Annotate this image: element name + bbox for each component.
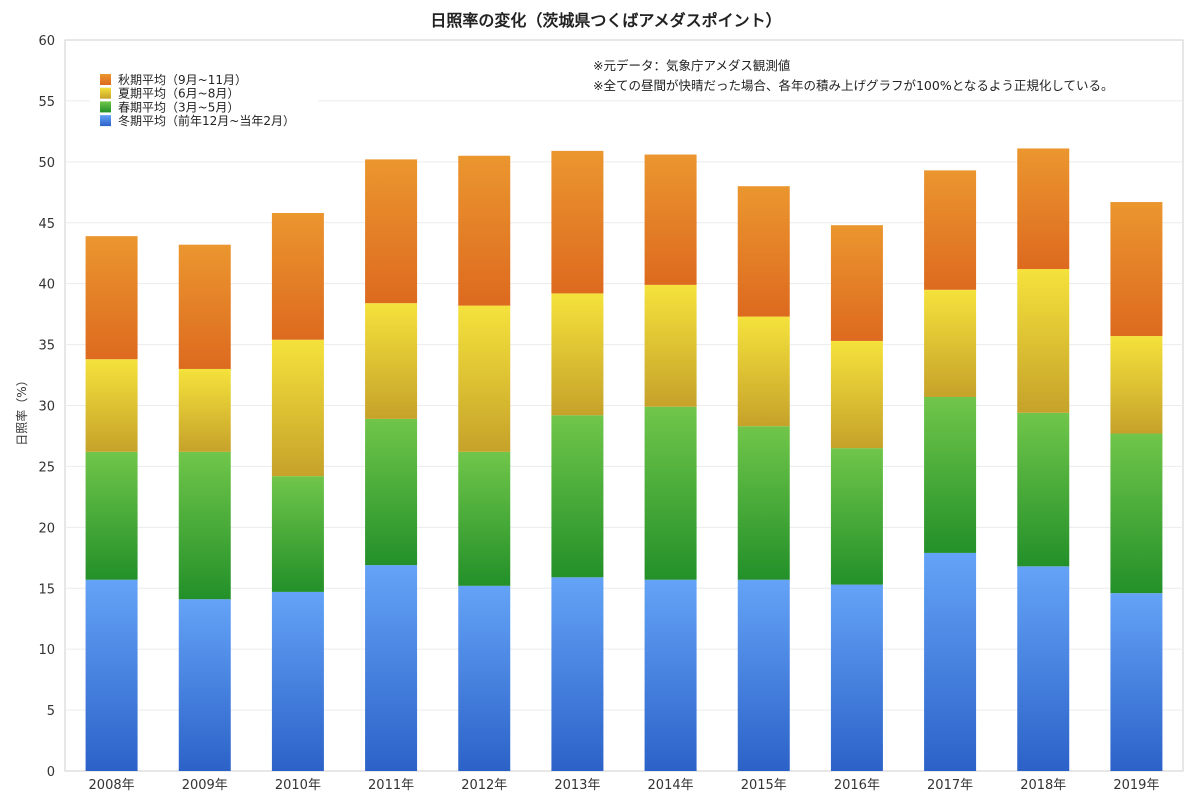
bar-segment-autumn bbox=[924, 170, 977, 290]
bar-segment-summer bbox=[1017, 269, 1070, 413]
x-tick-label: 2014年 bbox=[648, 778, 694, 793]
x-tick-label: 2008年 bbox=[89, 778, 135, 793]
legend-swatch bbox=[100, 101, 111, 113]
bar-segment-winter bbox=[551, 577, 604, 771]
legend: 秋期平均（9月~11月）夏期平均（6月~8月）春期平均（3月~5月）冬期平均（前… bbox=[90, 68, 318, 132]
x-tick-label: 2019年 bbox=[1113, 778, 1159, 793]
bars bbox=[85, 148, 1163, 771]
bar-segment-autumn bbox=[830, 225, 883, 341]
chart-title: 日照率の変化（茨城県つくばアメダスポイント） bbox=[430, 11, 781, 30]
x-tick-label: 2017年 bbox=[927, 778, 973, 793]
bar-segment-summer bbox=[644, 284, 697, 407]
bar-segment-spring bbox=[1017, 412, 1070, 567]
bar-segment-spring bbox=[1110, 433, 1163, 594]
bar-segment-autumn bbox=[458, 155, 511, 306]
bar-segment-summer bbox=[271, 339, 324, 477]
y-tick-label: 35 bbox=[38, 339, 55, 354]
bar-segment-spring bbox=[178, 451, 231, 600]
grid-lines bbox=[65, 100, 1183, 711]
y-tick-label: 45 bbox=[38, 217, 55, 232]
bar-segment-spring bbox=[924, 396, 977, 553]
bar-segment-autumn bbox=[737, 186, 790, 317]
bar-segment-winter bbox=[737, 579, 790, 771]
annotation-source: ※元データ：気象庁アメダス観測値 bbox=[593, 58, 790, 73]
bar-segment-autumn bbox=[365, 159, 418, 304]
y-tick-label: 20 bbox=[38, 521, 55, 536]
legend-label: 冬期平均（前年12月~当年2月） bbox=[118, 113, 295, 128]
bar-segment-winter bbox=[1110, 593, 1163, 771]
y-tick-label: 10 bbox=[38, 643, 55, 658]
y-tick-label: 25 bbox=[38, 460, 55, 475]
y-tick-label: 50 bbox=[38, 156, 55, 171]
legend-background bbox=[90, 68, 318, 132]
bar-segment-spring bbox=[737, 426, 790, 580]
y-tick-label: 0 bbox=[47, 765, 55, 780]
bar-segment-summer bbox=[365, 303, 418, 419]
bar-segment-summer bbox=[458, 305, 511, 452]
bar-segment-autumn bbox=[85, 236, 138, 360]
annotation-normalization: ※全ての昼間が快晴だった場合、各年の積み上げグラフが100%となるよう正規化して… bbox=[593, 78, 1113, 93]
bar-segment-summer bbox=[1110, 336, 1163, 434]
bar-segment-autumn bbox=[178, 244, 231, 369]
bar-segment-summer bbox=[85, 359, 138, 452]
bar-segment-winter bbox=[924, 552, 977, 771]
bar-segment-summer bbox=[830, 340, 883, 449]
y-tick-label: 40 bbox=[38, 278, 55, 293]
bar-segment-autumn bbox=[1017, 148, 1070, 270]
x-tick-label: 2010年 bbox=[275, 778, 321, 793]
bar-segment-spring bbox=[365, 418, 418, 566]
x-tick-label: 2018年 bbox=[1020, 778, 1066, 793]
x-axis-ticks: 2008年 2009年 2010年 2011年 2012年 2013年 2014年 2015年… bbox=[89, 778, 1160, 793]
y-tick-label: 55 bbox=[38, 95, 55, 110]
legend-swatch bbox=[100, 115, 111, 127]
bar-segment-summer bbox=[178, 368, 231, 452]
y-tick-label: 60 bbox=[38, 34, 55, 49]
bar-segment-spring bbox=[458, 451, 511, 586]
bar-segment-winter bbox=[644, 579, 697, 771]
bar-segment-summer bbox=[924, 289, 977, 397]
y-axis-ticks: 0 5 10 15 20 25 30 35 40 45 50 55 60 bbox=[38, 34, 55, 780]
bar-segment-spring bbox=[551, 415, 604, 578]
bar-segment-winter bbox=[458, 585, 511, 771]
bar-segment-spring bbox=[271, 476, 324, 592]
bar-segment-summer bbox=[737, 316, 790, 427]
x-tick-label: 2009年 bbox=[182, 778, 228, 793]
y-tick-label: 5 bbox=[47, 704, 55, 719]
bar-segment-winter bbox=[178, 599, 231, 771]
bar-segment-spring bbox=[85, 451, 138, 580]
x-tick-label: 2012年 bbox=[461, 778, 507, 793]
y-tick-label: 15 bbox=[38, 582, 55, 597]
x-tick-label: 2015年 bbox=[741, 778, 787, 793]
bar-segment-autumn bbox=[644, 154, 697, 285]
bar-segment-autumn bbox=[1110, 202, 1163, 337]
y-axis-label: 日照率（%） bbox=[14, 374, 29, 445]
bar-segment-winter bbox=[1017, 566, 1070, 771]
legend-swatch bbox=[100, 74, 111, 85]
bar-segment-summer bbox=[551, 293, 604, 416]
x-tick-label: 2016年 bbox=[834, 778, 880, 793]
legend-swatch bbox=[100, 87, 111, 99]
x-tick-label: 2011年 bbox=[368, 778, 414, 793]
y-tick-label: 30 bbox=[38, 400, 55, 415]
legend-label: 秋期平均（9月~11月） bbox=[118, 73, 247, 87]
bar-segment-winter bbox=[271, 591, 324, 771]
bar-segment-winter bbox=[830, 584, 883, 771]
bar-segment-autumn bbox=[551, 150, 604, 294]
bar-segment-spring bbox=[644, 406, 697, 580]
bar-segment-winter bbox=[365, 565, 418, 771]
bar-segment-spring bbox=[830, 448, 883, 585]
legend-label: 夏期平均（6月~8月） bbox=[118, 87, 239, 101]
x-tick-label: 2013年 bbox=[554, 778, 600, 793]
bar-segment-winter bbox=[85, 579, 138, 771]
legend-label: 春期平均（3月~5月） bbox=[118, 100, 239, 114]
bar-segment-autumn bbox=[271, 213, 324, 340]
